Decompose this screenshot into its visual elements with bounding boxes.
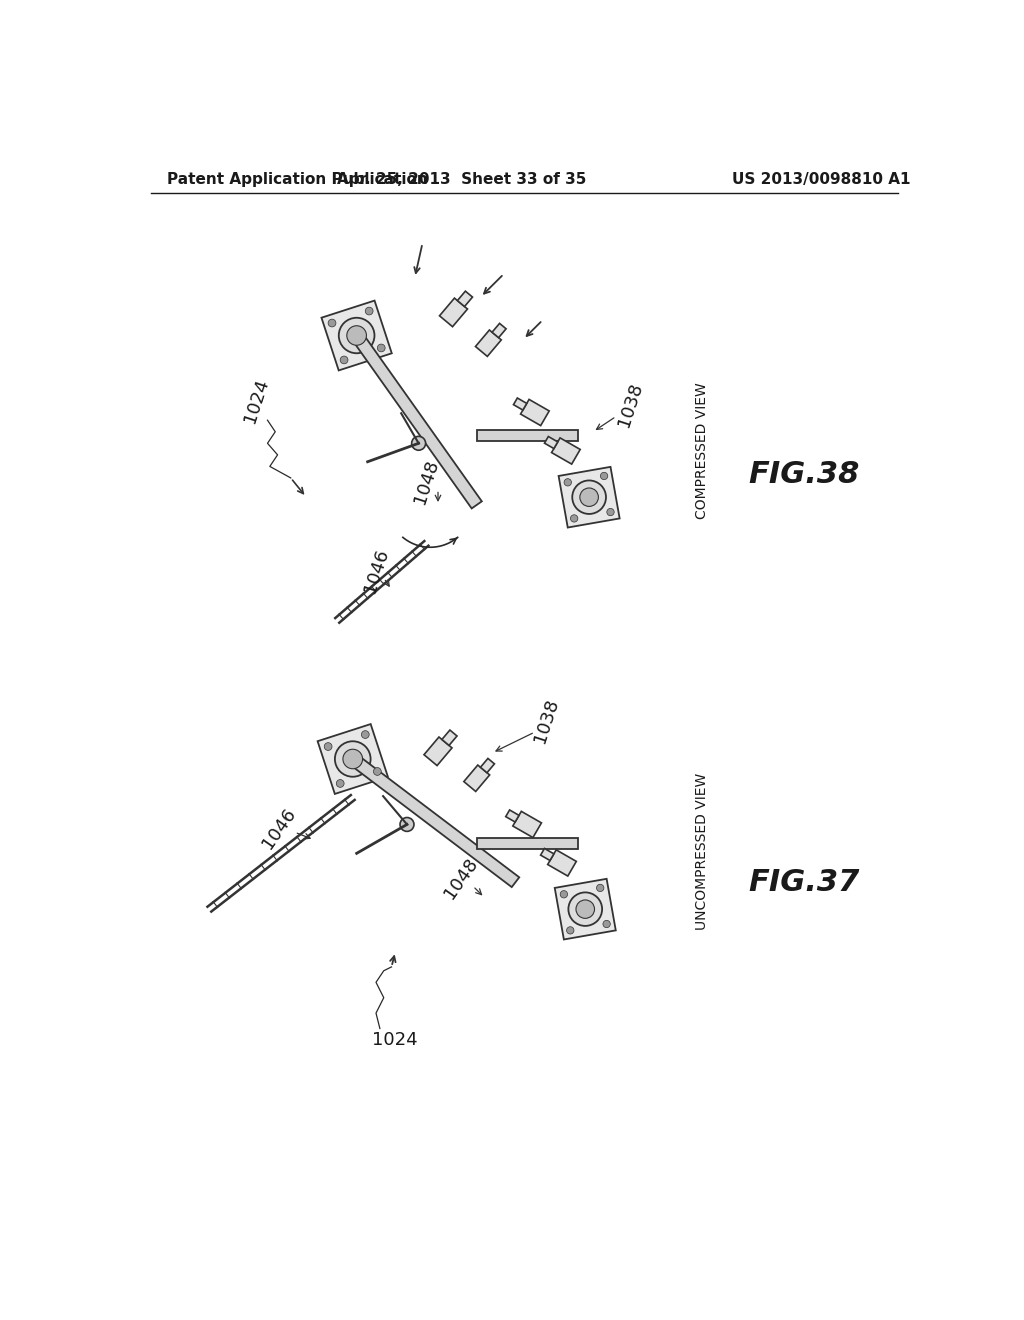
Polygon shape [513,812,542,838]
Circle shape [347,326,367,346]
Polygon shape [555,879,615,940]
Polygon shape [439,298,468,326]
Polygon shape [349,754,519,887]
Polygon shape [493,323,506,338]
Polygon shape [442,730,457,746]
Polygon shape [548,850,577,876]
Circle shape [343,750,362,768]
Polygon shape [458,292,472,306]
Text: 1048: 1048 [411,458,442,506]
Circle shape [572,480,606,513]
Circle shape [400,817,414,832]
Polygon shape [475,330,502,356]
Text: COMPRESSED VIEW: COMPRESSED VIEW [694,383,709,519]
Text: 1024: 1024 [372,1031,418,1049]
Circle shape [325,743,332,751]
Circle shape [570,515,578,523]
Polygon shape [317,725,388,793]
Polygon shape [322,301,392,371]
Text: US 2013/0098810 A1: US 2013/0098810 A1 [732,172,911,186]
Circle shape [575,900,595,919]
Polygon shape [477,430,578,441]
Circle shape [335,742,371,776]
Text: Patent Application Publication: Patent Application Publication [167,172,427,186]
Circle shape [566,927,574,935]
Circle shape [340,356,348,364]
Circle shape [377,345,385,352]
Text: FIG.37: FIG.37 [748,867,859,896]
Circle shape [568,892,602,925]
Text: UNCOMPRESSED VIEW: UNCOMPRESSED VIEW [694,772,709,931]
Circle shape [607,508,614,516]
Text: 1024: 1024 [241,376,271,425]
Circle shape [600,473,608,479]
Circle shape [580,488,598,507]
Polygon shape [464,766,489,792]
Circle shape [564,479,571,486]
Text: 1046: 1046 [259,804,300,853]
Circle shape [366,308,373,315]
Polygon shape [559,467,620,528]
Polygon shape [477,838,578,849]
Circle shape [560,891,567,898]
Text: 1046: 1046 [360,546,391,595]
Circle shape [603,920,610,928]
Polygon shape [545,437,558,449]
Text: FIG.38: FIG.38 [748,459,859,488]
Circle shape [361,731,370,738]
Polygon shape [520,400,549,425]
Polygon shape [552,438,581,465]
Circle shape [328,319,336,327]
Text: 1038: 1038 [614,380,646,429]
Polygon shape [541,849,554,861]
Circle shape [597,884,604,891]
Polygon shape [351,331,482,508]
Polygon shape [506,810,519,822]
Polygon shape [480,759,495,772]
Circle shape [336,780,344,787]
Text: Apr. 25, 2013  Sheet 33 of 35: Apr. 25, 2013 Sheet 33 of 35 [337,172,586,186]
Text: 1048: 1048 [440,854,481,902]
Circle shape [339,318,375,354]
Circle shape [412,437,426,450]
Polygon shape [424,737,452,766]
Text: 1038: 1038 [530,696,562,744]
Circle shape [374,767,381,775]
Polygon shape [513,399,526,411]
